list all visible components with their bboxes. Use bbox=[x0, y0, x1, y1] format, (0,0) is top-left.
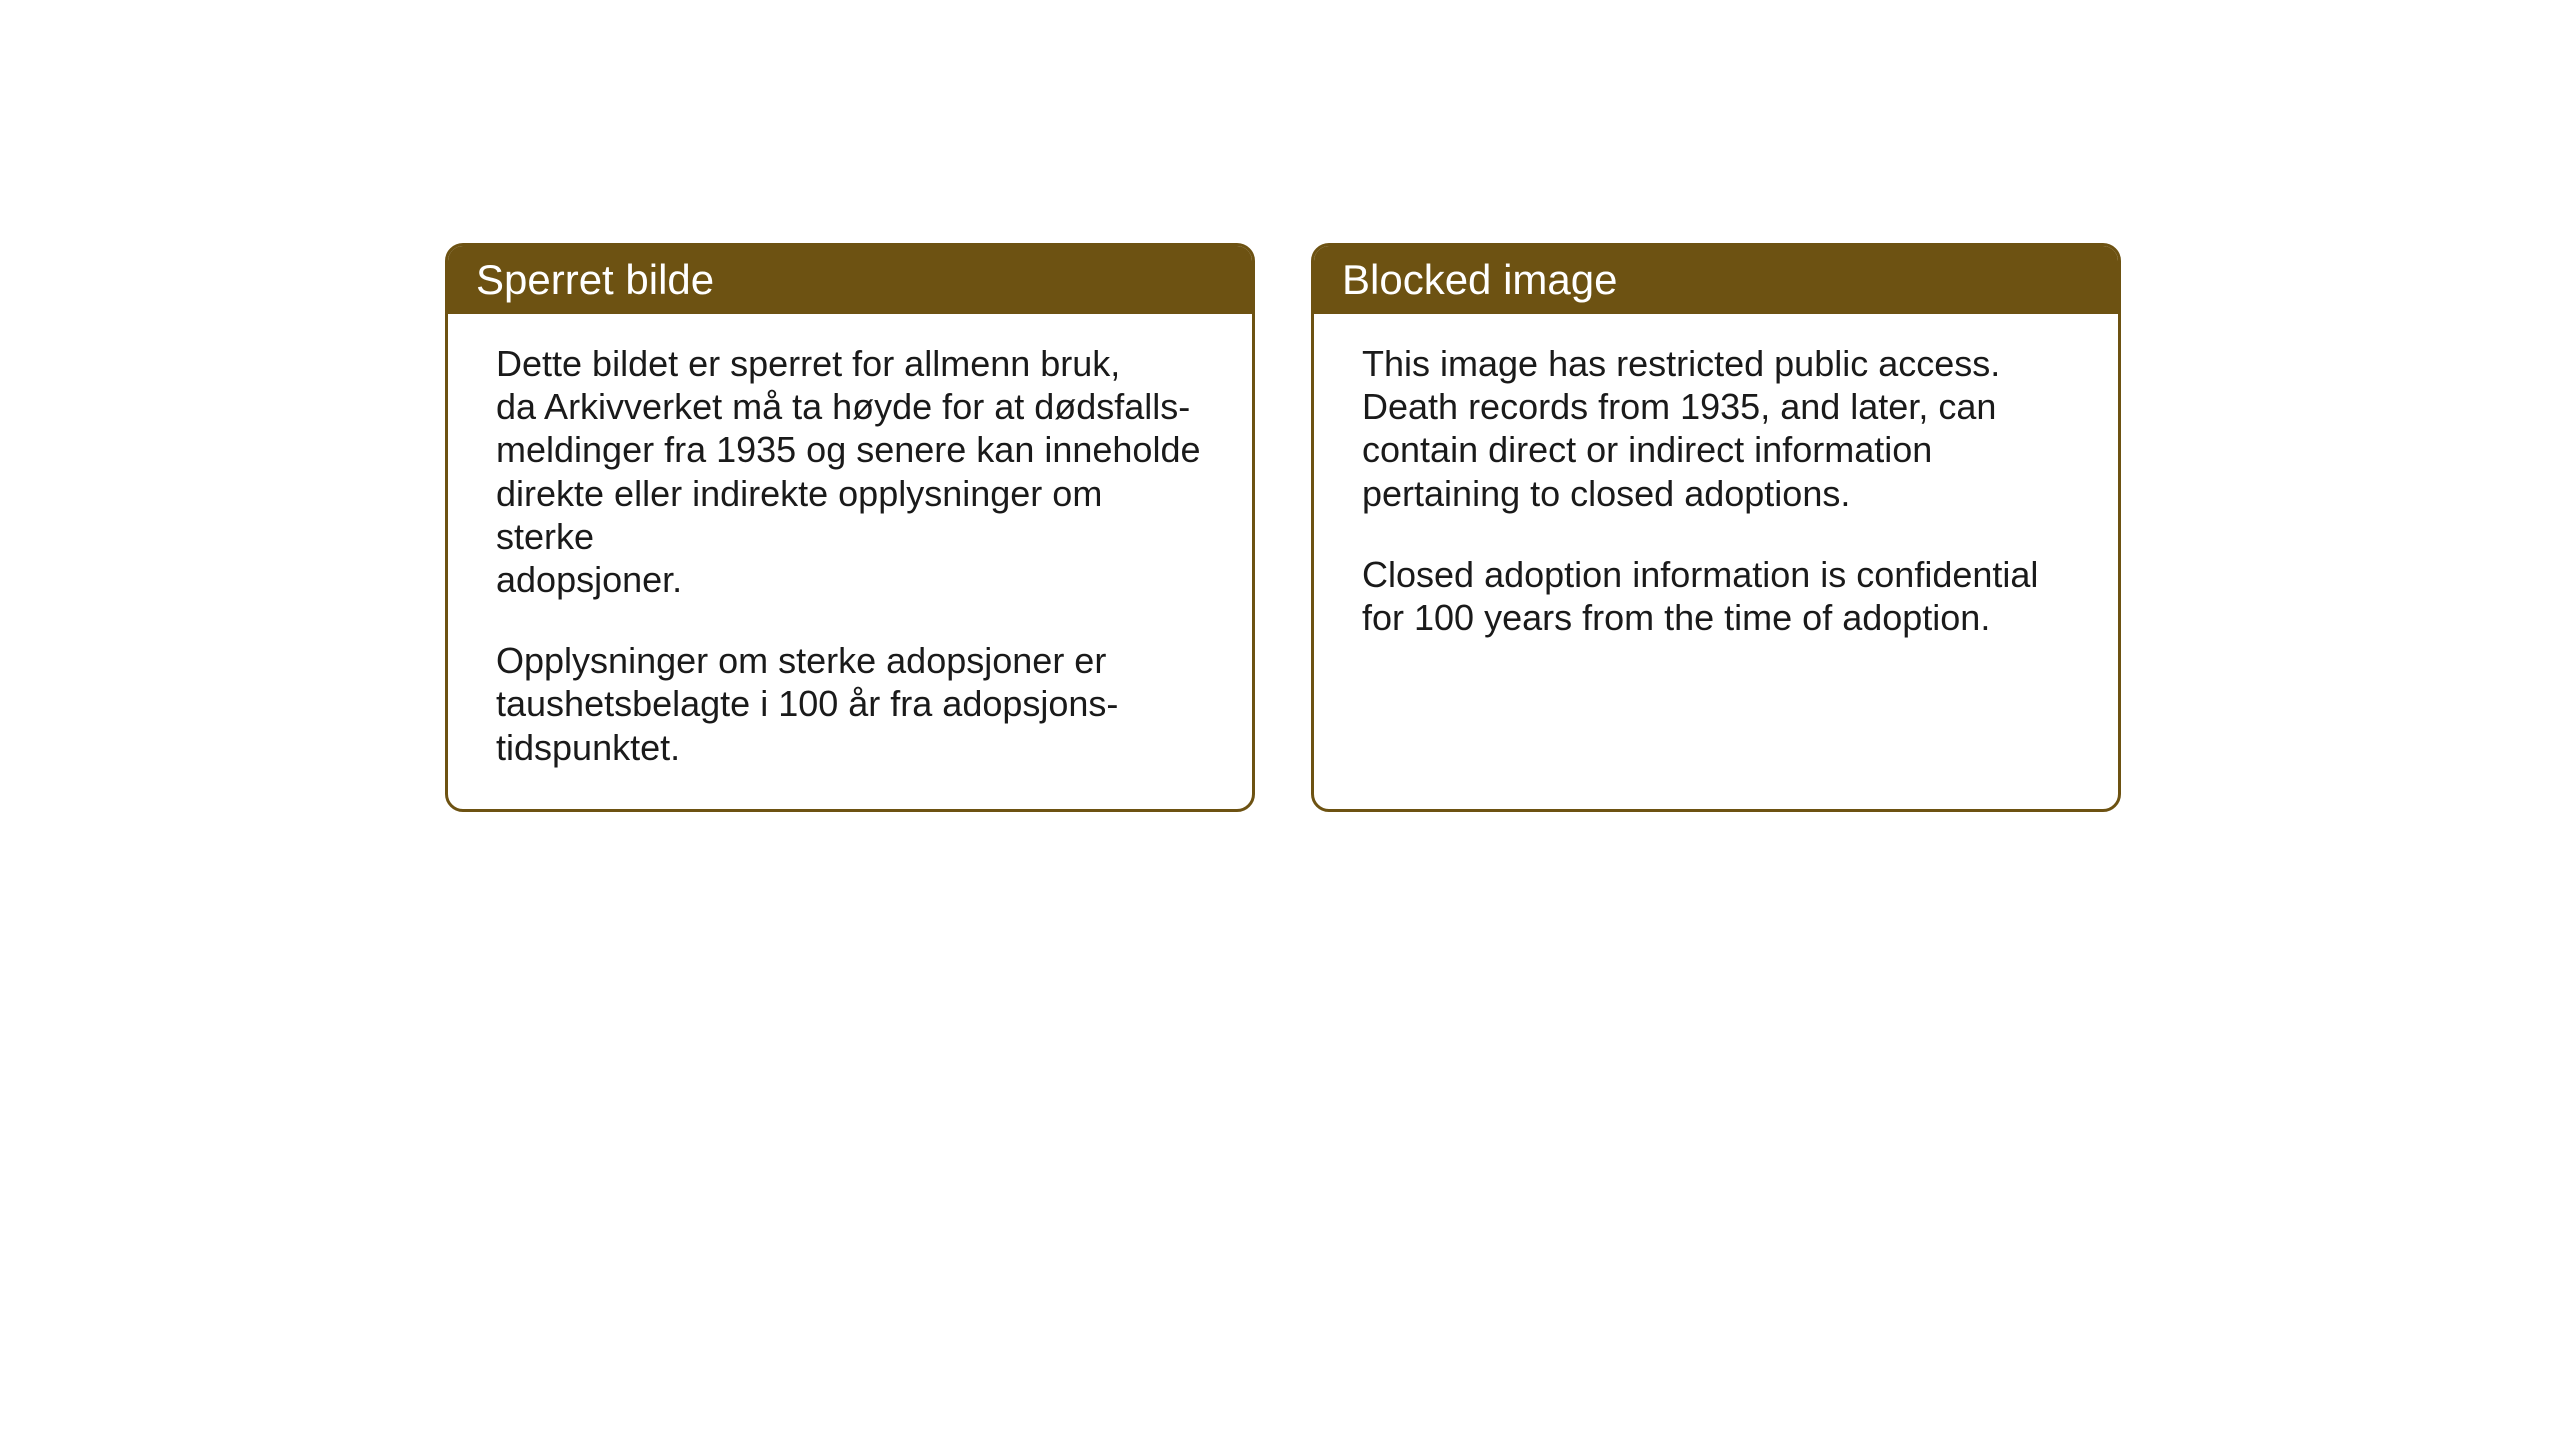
cards-container: Sperret bilde Dette bildet er sperret fo… bbox=[445, 243, 2121, 812]
card-norwegian-title: Sperret bilde bbox=[476, 256, 714, 303]
card-english: Blocked image This image has restricted … bbox=[1311, 243, 2121, 812]
card-english-paragraph-2: Closed adoption information is confident… bbox=[1362, 553, 2070, 639]
card-english-title: Blocked image bbox=[1342, 256, 1617, 303]
card-english-header: Blocked image bbox=[1314, 246, 2118, 314]
card-norwegian: Sperret bilde Dette bildet er sperret fo… bbox=[445, 243, 1255, 812]
card-norwegian-header: Sperret bilde bbox=[448, 246, 1252, 314]
card-english-body: This image has restricted public access.… bbox=[1314, 314, 2118, 744]
card-norwegian-body: Dette bildet er sperret for allmenn bruk… bbox=[448, 314, 1252, 809]
card-norwegian-paragraph-1: Dette bildet er sperret for allmenn bruk… bbox=[496, 342, 1204, 601]
card-english-paragraph-1: This image has restricted public access.… bbox=[1362, 342, 2070, 515]
card-norwegian-paragraph-2: Opplysninger om sterke adopsjoner er tau… bbox=[496, 639, 1204, 769]
